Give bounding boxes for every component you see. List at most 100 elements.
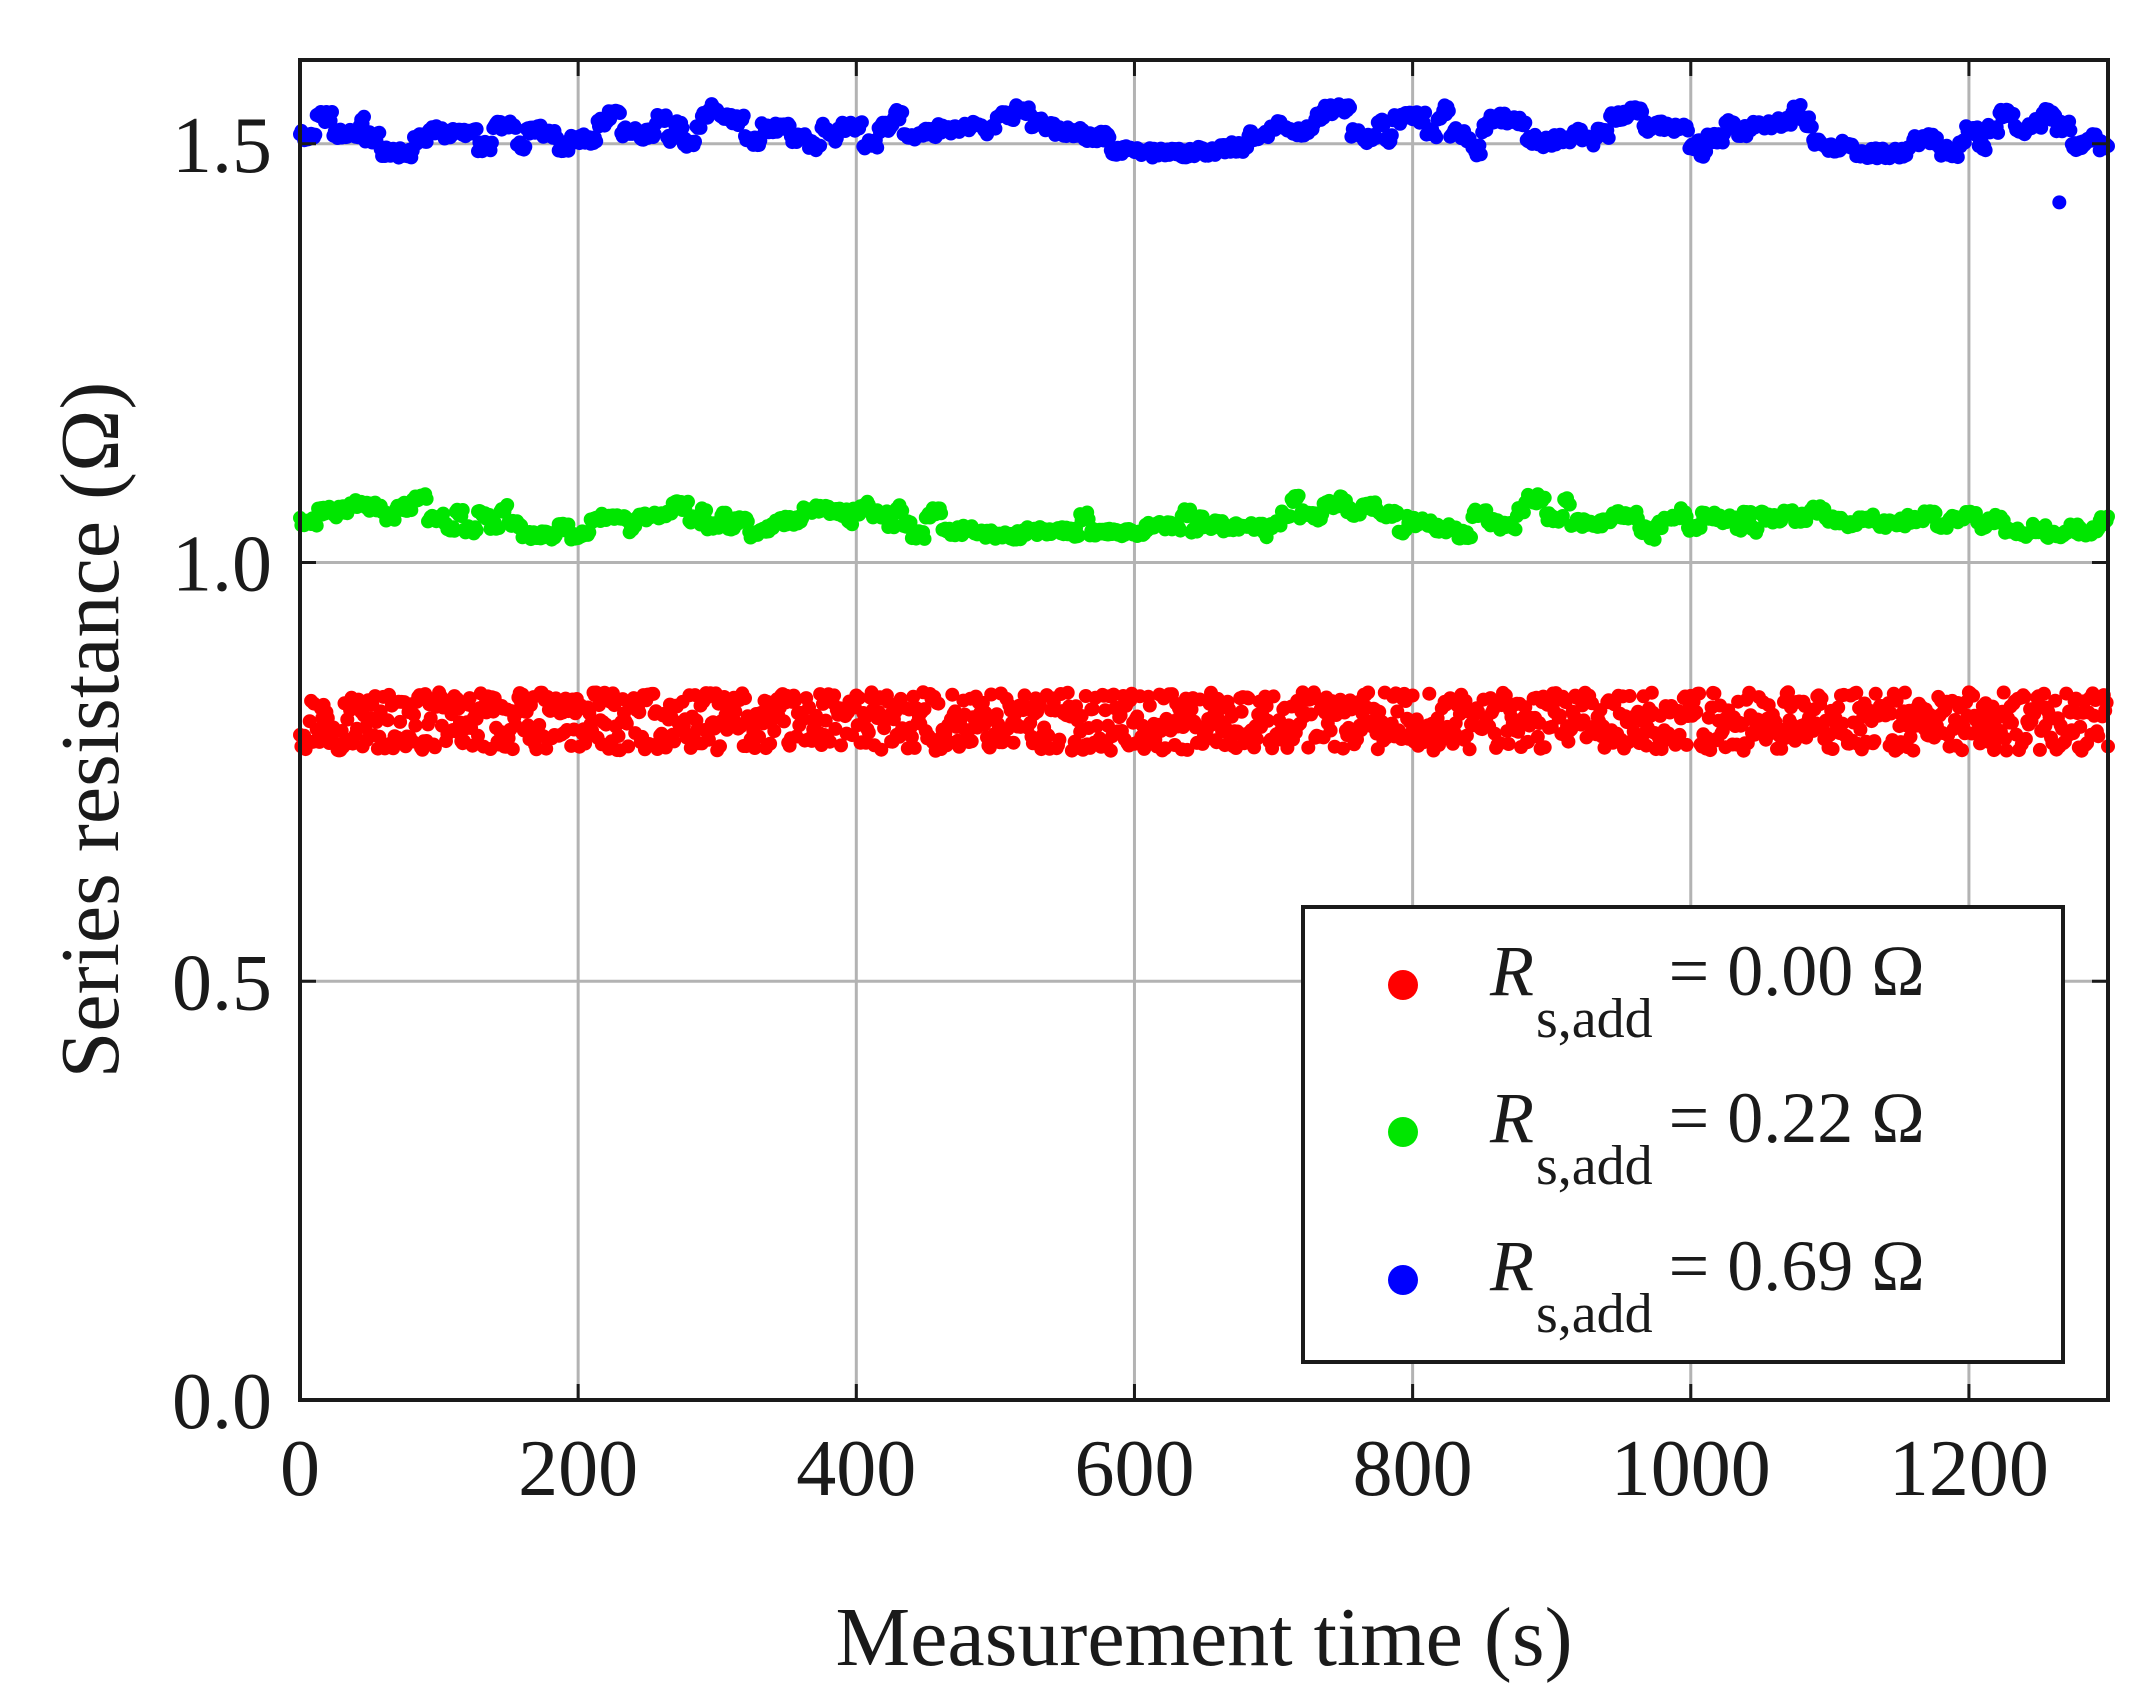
- legend-value: = 0.69 Ω: [1669, 1226, 1925, 1306]
- data-point: [1537, 490, 1552, 505]
- data-point: [736, 108, 751, 123]
- data-point: [380, 713, 395, 728]
- data-point: [747, 741, 762, 755]
- data-point: [325, 105, 339, 119]
- data-point: [854, 115, 869, 130]
- data-point: [1041, 728, 1056, 743]
- data-point: [828, 721, 843, 736]
- data-point: [870, 140, 885, 155]
- data-point: [1241, 691, 1256, 706]
- data-point: [945, 687, 960, 702]
- data-point: [713, 739, 727, 754]
- data-point: [484, 135, 499, 150]
- data-point: [788, 693, 803, 708]
- legend-value: = 0.00 Ω: [1669, 931, 1925, 1011]
- data-point: [1089, 719, 1104, 733]
- data-point: [688, 134, 702, 149]
- data-point: [455, 503, 470, 517]
- data-point: [1459, 728, 1474, 743]
- data-point: [2032, 742, 2047, 757]
- legend-subscript: s,add: [1536, 1283, 1653, 1345]
- data-point: [1498, 688, 1513, 703]
- data-point: [611, 729, 626, 743]
- data-point-outlier: [2052, 195, 2067, 210]
- legend-marker: [1388, 970, 1418, 1000]
- data-point: [895, 105, 910, 120]
- data-point: [738, 691, 752, 706]
- data-point: [1006, 735, 1021, 750]
- legend-subscript: s,add: [1536, 988, 1653, 1050]
- y-axis-label: Series resistance (Ω): [44, 382, 137, 1079]
- data-point: [1464, 530, 1478, 545]
- data-point: [861, 725, 876, 740]
- data-point: [1518, 115, 1533, 130]
- data-point: [582, 706, 597, 721]
- data-point: [1553, 708, 1567, 723]
- x-tick-label: 0: [280, 1425, 320, 1513]
- data-point: [1867, 734, 1882, 749]
- data-point: [667, 734, 682, 749]
- legend-symbol: R: [1489, 1078, 1534, 1158]
- data-point: [407, 707, 421, 722]
- data-point: [1537, 740, 1552, 755]
- data-point: [1928, 505, 1943, 520]
- data-point: [681, 494, 695, 509]
- data-point: [1259, 699, 1274, 714]
- data-point: [393, 714, 408, 729]
- data-point: [423, 711, 438, 726]
- data-point: [1966, 688, 1981, 703]
- data-point: [1184, 702, 1199, 717]
- data-point: [752, 729, 766, 744]
- data-point: [1409, 712, 1424, 727]
- data-point: [2091, 729, 2106, 744]
- x-tick-label: 400: [796, 1425, 916, 1513]
- data-point: [767, 724, 782, 738]
- data-point: [1422, 686, 1437, 701]
- data-point: [471, 728, 485, 743]
- y-tick-label: 1.0: [172, 521, 272, 609]
- data-point: [701, 732, 716, 747]
- data-point: [1530, 729, 1545, 744]
- data-point: [1429, 130, 1444, 145]
- data-point: [1644, 685, 1659, 700]
- data-point: [1135, 718, 1150, 733]
- data-point: [1291, 488, 1306, 503]
- data-point: [372, 125, 387, 140]
- data-point: [1793, 98, 1808, 112]
- data-point: [1622, 689, 1637, 703]
- x-tick-label: 1200: [1889, 1425, 2049, 1513]
- data-point: [589, 134, 604, 149]
- data-point: [813, 138, 828, 153]
- data-point: [408, 718, 423, 733]
- data-point: [777, 714, 791, 729]
- data-point: [1679, 737, 1694, 752]
- data-point: [1906, 743, 1921, 758]
- data-point: [1681, 123, 1695, 138]
- data-point: [763, 736, 778, 751]
- data-point: [1017, 688, 1032, 703]
- data-point: [646, 686, 661, 701]
- x-tick-label: 1000: [1611, 1425, 1771, 1513]
- data-point: [931, 696, 946, 711]
- data-point: [1323, 723, 1338, 738]
- data-point: [1999, 743, 2014, 758]
- data-point: [539, 741, 554, 756]
- data-point: [1814, 691, 1829, 706]
- data-point: [2018, 731, 2033, 746]
- data-series: [293, 97, 2115, 758]
- data-point: [505, 742, 520, 757]
- x-axis-label: Measurement time (s): [835, 1591, 1572, 1684]
- data-point: [1384, 128, 1399, 143]
- data-point: [2017, 689, 2032, 704]
- x-tick-label: 200: [518, 1425, 638, 1513]
- data-point: [904, 730, 919, 744]
- y-tick-label: 1.5: [172, 102, 272, 190]
- data-point: [419, 491, 434, 506]
- data-point: [308, 127, 323, 142]
- data-point: [1343, 100, 1357, 115]
- data-point: [917, 531, 932, 546]
- data-point: [1085, 702, 1100, 716]
- data-point: [1341, 720, 1356, 735]
- data-point: [1868, 686, 1883, 701]
- data-point: [1672, 727, 1687, 742]
